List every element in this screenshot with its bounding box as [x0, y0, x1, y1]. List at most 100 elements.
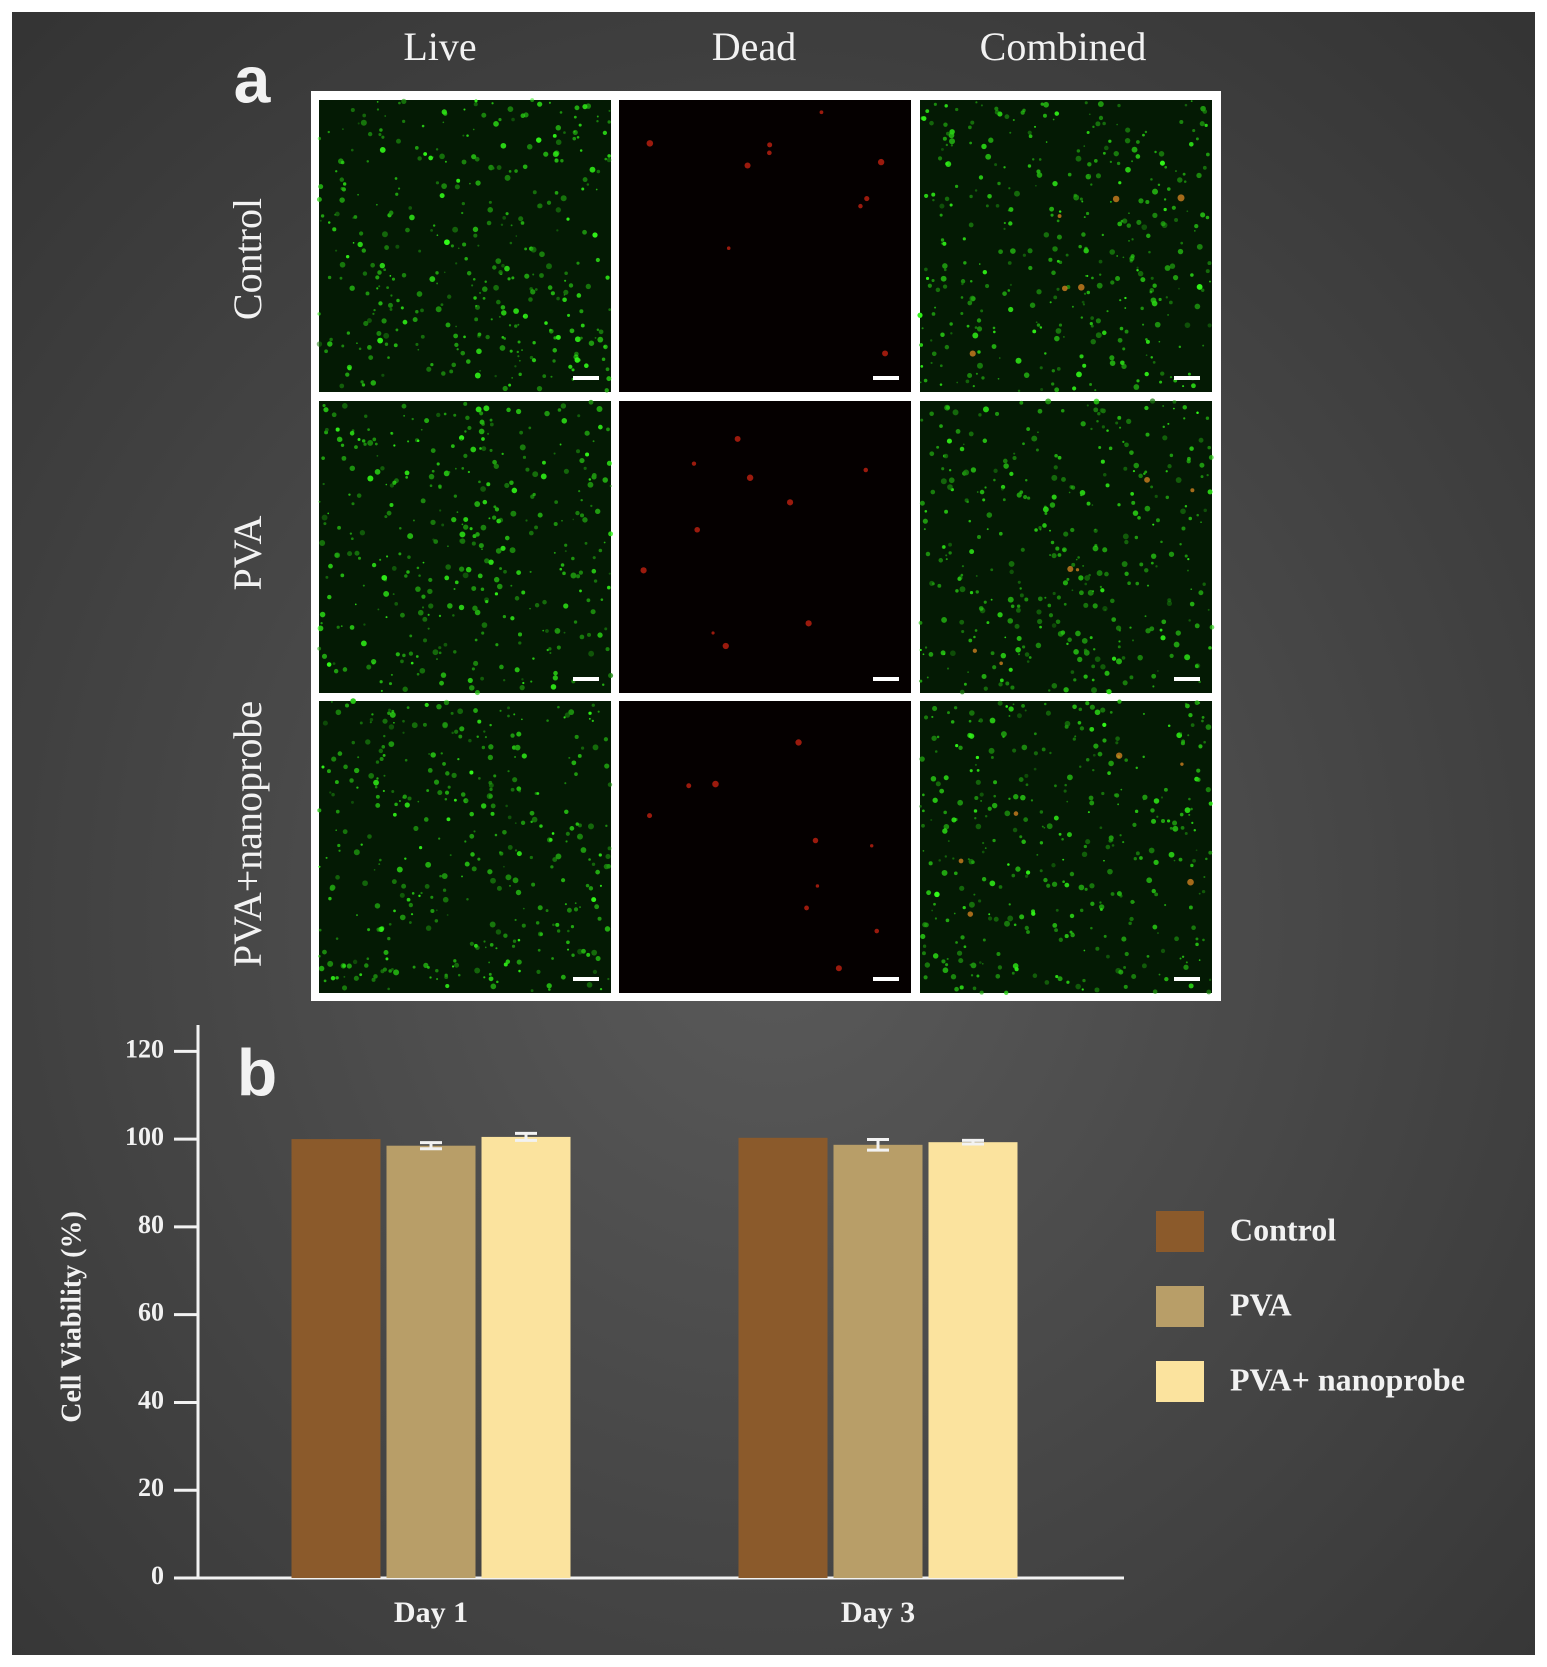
cell-dot — [488, 794, 493, 799]
cell-dot — [397, 187, 401, 190]
cell-dot — [452, 226, 459, 233]
cell-dot — [488, 559, 494, 565]
cell-dot — [1058, 937, 1063, 942]
cell-dot — [942, 828, 948, 834]
cell-dot — [968, 901, 975, 908]
cell-dot — [473, 830, 476, 833]
cell-dot — [1047, 603, 1052, 608]
cell-dot — [929, 120, 934, 126]
cell-dot — [1205, 215, 1210, 220]
cell-dot — [328, 896, 332, 901]
cell-dot — [375, 794, 380, 799]
dead-dot — [835, 965, 842, 972]
cell-dot — [1025, 783, 1029, 787]
cell-dot — [458, 435, 465, 441]
cell-dot — [953, 871, 958, 876]
cell-dot — [467, 470, 471, 474]
cell-dot — [457, 757, 460, 761]
cell-dot — [1084, 887, 1088, 891]
cell-dot — [449, 854, 452, 857]
cell-dot — [939, 383, 943, 386]
cell-dot — [1144, 130, 1148, 134]
cell-dot — [372, 437, 377, 442]
cell-dot — [427, 588, 433, 595]
cell-dot — [958, 958, 964, 964]
cell-dot — [502, 216, 506, 220]
cell-dot — [1142, 323, 1145, 326]
cell-dot — [1184, 505, 1188, 508]
cell-dot — [963, 682, 967, 686]
cell-dot — [382, 718, 388, 724]
dead-dot — [958, 858, 964, 864]
cell-dot — [360, 380, 364, 384]
cell-dot — [1072, 386, 1077, 391]
cell-dot — [1089, 704, 1095, 710]
cell-dot — [948, 469, 952, 472]
cell-dot — [367, 475, 374, 482]
cell-dot — [410, 661, 414, 665]
cell-dot — [1081, 988, 1084, 991]
cell-dot — [1198, 959, 1201, 961]
cell-dot — [505, 874, 512, 881]
cell-dot — [1201, 716, 1205, 719]
cell-dot — [1103, 145, 1109, 151]
cell-dot — [1115, 741, 1119, 745]
cell-dot — [367, 131, 373, 137]
cell-dot — [430, 752, 436, 758]
cell-dot — [980, 309, 984, 313]
cell-dot — [1083, 844, 1087, 849]
cell-dot — [934, 891, 940, 898]
cell-dot — [1091, 504, 1094, 506]
cell-dot — [1138, 473, 1143, 479]
cell-dot — [584, 430, 590, 436]
cell-dot — [550, 291, 555, 296]
cell-dot — [1104, 670, 1110, 676]
cell-dot — [500, 545, 506, 551]
cell-dot — [974, 326, 978, 329]
cell-dot — [332, 227, 337, 232]
cell-dot — [1145, 338, 1148, 341]
cell-dot — [335, 976, 339, 980]
cell-dot — [435, 271, 439, 275]
cell-dot — [605, 824, 608, 828]
cell-dot — [1057, 976, 1063, 982]
cell-dot — [531, 816, 538, 823]
cell-dot — [535, 137, 542, 143]
cell-dot — [555, 158, 558, 161]
cell-dot — [1027, 164, 1032, 168]
cell-dot — [607, 977, 610, 981]
cell-dot — [924, 962, 931, 968]
cell-dot — [367, 428, 370, 432]
legend-label: PVA — [1230, 1286, 1292, 1322]
cell-dot — [479, 369, 481, 372]
cell-dot — [607, 120, 611, 124]
cell-dot — [455, 325, 457, 328]
cell-dot — [335, 211, 340, 217]
cell-dot — [358, 347, 362, 351]
cell-dot — [1093, 407, 1099, 413]
cell-dot — [1175, 170, 1177, 172]
cell-dot — [481, 622, 488, 628]
cell-dot — [439, 509, 442, 512]
cell-dot — [1131, 973, 1137, 980]
cell-dot — [563, 603, 569, 609]
cell-dot — [1144, 470, 1148, 474]
cell-dot — [454, 729, 459, 734]
cell-dot — [389, 483, 395, 488]
cell-dot — [942, 545, 946, 549]
cell-dot — [412, 965, 416, 969]
cell-dot — [1039, 366, 1043, 370]
cell-dot — [930, 818, 933, 821]
cell-dot — [602, 477, 608, 483]
cell-dot — [484, 280, 487, 283]
cell-dot — [401, 98, 407, 104]
cell-dot — [359, 530, 366, 536]
cell-dot — [1169, 300, 1173, 305]
cell-dot — [922, 849, 925, 852]
cell-dot — [1015, 607, 1021, 613]
cell-dot — [572, 518, 575, 521]
cell-dot — [336, 436, 343, 443]
cell-dot — [518, 359, 521, 362]
cell-dot — [436, 462, 440, 466]
cell-dot — [1086, 131, 1090, 135]
